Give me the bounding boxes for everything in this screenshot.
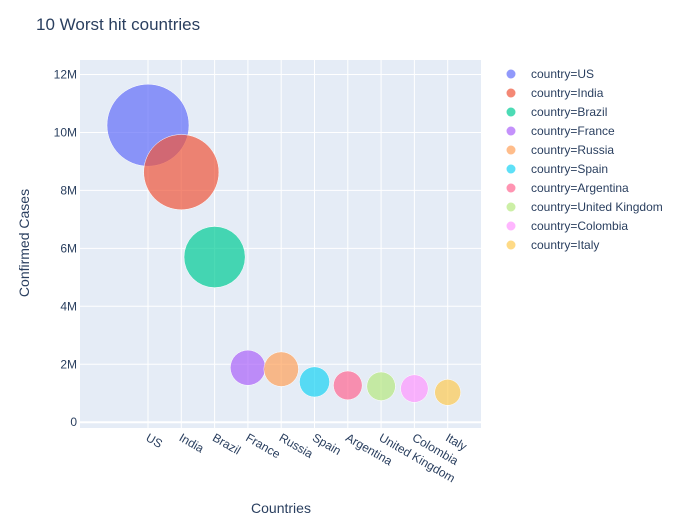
legend-label: country=Colombia xyxy=(531,219,628,233)
legend-item[interactable]: country=Spain xyxy=(506,162,609,176)
legend-label: country=United Kingdom xyxy=(531,200,663,214)
bubble-colombia[interactable] xyxy=(400,374,429,403)
x-axis-title: Countries xyxy=(251,500,311,516)
legend-marker xyxy=(506,183,516,193)
y-tick-label: 8M xyxy=(60,183,77,197)
legend-item[interactable]: country=France xyxy=(506,124,616,138)
bubble-united-kingdom[interactable] xyxy=(366,371,396,401)
legend-label: country=Argentina xyxy=(531,181,629,195)
bubble-france[interactable] xyxy=(230,349,266,386)
chart-title: 10 Worst hit countries xyxy=(36,15,200,34)
legend-item[interactable]: country=Italy xyxy=(506,238,600,252)
legend-label: country=Italy xyxy=(531,238,599,252)
legend-label: country=Russia xyxy=(531,143,614,157)
bubble-spain[interactable] xyxy=(299,366,330,398)
bubble-argentina[interactable] xyxy=(333,370,363,401)
y-tick-label: 0 xyxy=(70,415,77,429)
y-axis-ticks: 0 2M 4M 6M 8M 10M 12M xyxy=(54,67,78,429)
legend-marker xyxy=(506,145,516,155)
legend-item[interactable]: country=Colombia xyxy=(506,219,629,233)
bubble-india[interactable] xyxy=(143,134,220,210)
legend-label: country=Brazil xyxy=(531,105,607,119)
legend-label: country=India xyxy=(531,86,604,100)
legend-marker xyxy=(506,164,516,174)
legend-label: country=Spain xyxy=(531,162,608,176)
legend-marker xyxy=(506,107,516,117)
legend-marker xyxy=(506,221,516,231)
legend-marker xyxy=(506,126,516,136)
y-axis-title: Confirmed Cases xyxy=(16,189,32,297)
legend-item[interactable]: country=Russia xyxy=(506,143,615,157)
legend-item[interactable]: country=India xyxy=(506,86,604,100)
legend-marker xyxy=(506,88,516,98)
bubble-brazil[interactable] xyxy=(183,226,246,288)
y-tick-label: 12M xyxy=(54,67,77,81)
y-tick-label: 10M xyxy=(54,125,77,139)
legend-item[interactable]: country=Argentina xyxy=(506,181,630,195)
y-tick-label: 6M xyxy=(60,241,77,255)
legend-label: country=France xyxy=(531,124,615,138)
y-tick-label: 2M xyxy=(60,357,77,371)
legend[interactable]: country=US country=India country=Brazil cou… xyxy=(506,67,663,252)
bubble-italy[interactable] xyxy=(434,379,461,406)
bubble-russia[interactable] xyxy=(263,351,299,387)
bubbles xyxy=(106,83,461,406)
legend-marker xyxy=(506,240,516,250)
legend-marker xyxy=(506,202,516,212)
legend-item[interactable]: country=Brazil xyxy=(506,105,608,119)
legend-item[interactable]: country=US xyxy=(506,67,595,81)
legend-label: country=US xyxy=(531,67,594,81)
legend-item[interactable]: country=United Kingdom xyxy=(506,200,663,214)
legend-marker xyxy=(506,69,516,79)
y-tick-label: 4M xyxy=(60,299,77,313)
